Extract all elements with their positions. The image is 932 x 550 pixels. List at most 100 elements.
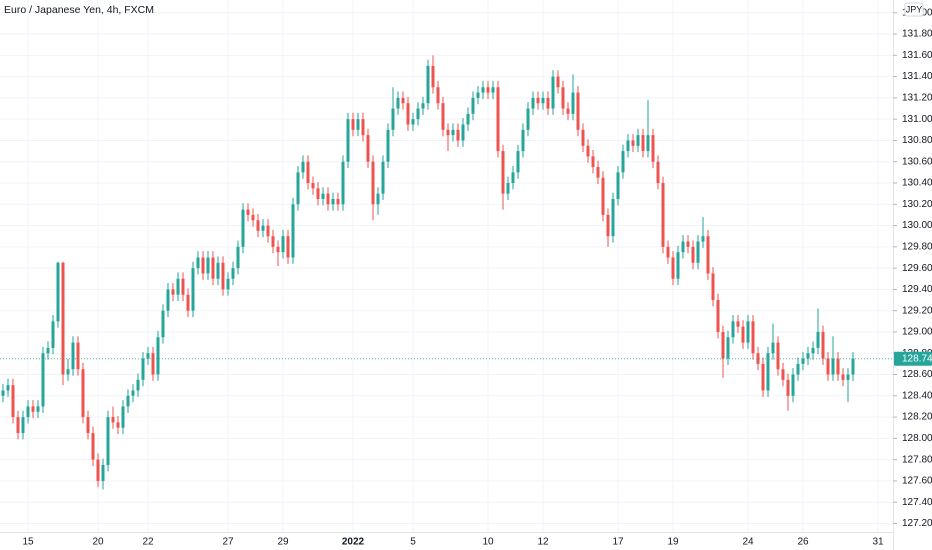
candle-body	[116, 422, 120, 428]
candle-body	[631, 140, 635, 146]
candle-body	[596, 167, 600, 178]
candle-body	[651, 135, 655, 162]
candle-body	[731, 321, 735, 338]
candle-body	[441, 103, 445, 130]
candle-body	[536, 97, 540, 104]
candle-body	[171, 289, 175, 295]
candle-body	[181, 278, 185, 295]
candle-body	[26, 406, 30, 418]
candle-body	[131, 390, 135, 396]
candles	[0, 55, 893, 490]
candle-body	[506, 183, 510, 194]
candle-body	[191, 268, 195, 311]
y-tick-label: 129.600	[902, 263, 932, 274]
y-tick-label: 127.800	[902, 454, 932, 465]
candle-body	[21, 417, 25, 434]
candle-body	[186, 294, 190, 311]
candle-body	[236, 246, 240, 269]
candle-body	[601, 177, 605, 215]
candle-body	[486, 87, 490, 93]
candle-body	[111, 417, 115, 423]
candle-body	[566, 108, 570, 114]
x-tick-label: 29	[277, 537, 289, 548]
candle-body	[776, 342, 780, 370]
candle-body	[356, 119, 360, 130]
candle-body	[606, 214, 610, 237]
candle-body	[141, 358, 145, 380]
x-tick-label: 24	[742, 537, 754, 548]
candle-body	[286, 236, 290, 258]
candle-body	[766, 353, 770, 391]
candle-body	[391, 108, 395, 130]
candle-body	[206, 257, 210, 274]
candle-body	[66, 369, 70, 375]
y-tick-label: 131.000	[902, 114, 932, 125]
candle-body	[616, 172, 620, 199]
candle-body	[56, 262, 60, 322]
candle-body	[106, 417, 110, 465]
x-tick-label: 2022	[342, 537, 365, 548]
candle-body	[11, 385, 15, 418]
y-tick-label: 131.200	[902, 93, 932, 104]
candle-body	[306, 161, 310, 184]
candle-body	[546, 97, 550, 109]
candle-body	[661, 183, 665, 247]
candle-body	[681, 241, 685, 253]
x-tick-label: 22	[142, 537, 154, 548]
candle-body	[176, 278, 180, 295]
y-tick-label: 129.200	[902, 305, 932, 316]
candle-body	[781, 369, 785, 380]
x-tick-label: 19	[667, 537, 679, 548]
candle-body	[406, 103, 410, 125]
candle-body	[436, 87, 440, 104]
y-tick-label: 131.800	[902, 29, 932, 40]
candle-body	[576, 92, 580, 130]
candle-body	[636, 135, 640, 146]
candle-body	[686, 241, 690, 247]
candle-body	[571, 92, 575, 114]
candle-body	[841, 374, 845, 380]
candle-body	[431, 65, 435, 88]
candle-body	[806, 353, 810, 359]
candle-body	[251, 214, 255, 221]
candle-body	[491, 87, 495, 93]
candle-body	[311, 183, 315, 189]
x-tick-label: 20	[92, 537, 104, 548]
candle-body	[801, 358, 805, 364]
x-tick-label: 26	[797, 537, 809, 548]
candle-body	[156, 337, 160, 375]
candle-body	[316, 188, 320, 199]
candle-body	[221, 262, 225, 290]
chart-title: Euro / Japanese Yen, 4h, FXCM	[4, 4, 154, 16]
y-tick-label: 127.600	[902, 476, 932, 487]
candle-body	[46, 347, 50, 354]
candle-body	[51, 321, 55, 348]
y-tick-label: 130.600	[902, 156, 932, 167]
candle-body	[511, 172, 515, 184]
candle-body	[331, 198, 335, 205]
candle-body	[426, 65, 430, 104]
y-tick-label: 131.400	[902, 71, 932, 82]
x-tick-label: 10	[482, 537, 494, 548]
candle-body	[846, 374, 850, 380]
axes: 127.200 127.400 127.600 127.800 128.000 128.2…	[22, 2, 932, 548]
candle-body	[381, 161, 385, 194]
candle-body	[816, 331, 820, 348]
candle-body	[451, 129, 455, 136]
candle-body	[551, 76, 555, 109]
y-tick-label: 129.400	[902, 284, 932, 295]
candle-body	[456, 129, 460, 141]
candle-body	[376, 193, 380, 205]
candle-body	[716, 300, 720, 332]
candle-body	[751, 321, 755, 354]
candle-body	[541, 97, 545, 104]
candle-body	[666, 246, 670, 258]
y-tick-label: 130.000	[902, 220, 932, 231]
candle-body	[831, 358, 835, 375]
candle-body	[711, 273, 715, 301]
candle-body	[126, 395, 130, 407]
candle-body	[211, 257, 215, 279]
y-tick-label: 128.000	[902, 433, 932, 444]
